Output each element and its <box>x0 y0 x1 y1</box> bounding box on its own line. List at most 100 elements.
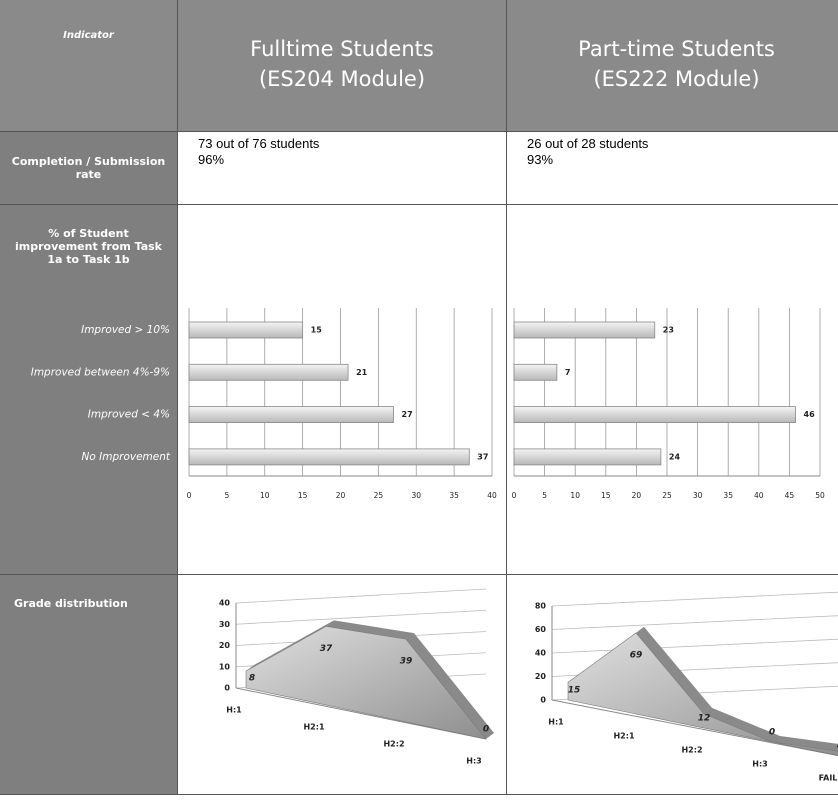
header-line: Part-time Students <box>578 37 775 61</box>
category-label: Improved < 4% <box>88 409 170 421</box>
x-tick-label: FAIL <box>819 774 838 783</box>
value-label: 39 <box>400 657 413 667</box>
y-tick-label: 0 <box>224 684 230 693</box>
area <box>245 626 487 740</box>
chart-cell <box>507 205 838 575</box>
bar <box>513 448 662 466</box>
category-label: Improved between 4%-9% <box>31 366 170 378</box>
chart-cell <box>178 205 507 575</box>
value-label: 37 <box>477 452 488 461</box>
y-tick-label: 80 <box>535 602 547 611</box>
parttime-header: Part-time Students (ES222 Module) <box>507 0 838 132</box>
x-tick-label: 35 <box>449 491 459 500</box>
x-tick-label: H:1 <box>548 718 564 727</box>
count: 73 out of 76 students <box>198 136 320 151</box>
value-label: 15 <box>568 686 581 696</box>
bar <box>188 448 470 466</box>
value-label: 27 <box>402 410 413 419</box>
x-tick-label: 15 <box>601 491 611 500</box>
value-label: 21 <box>356 368 368 377</box>
x-tick-label: 20 <box>336 491 346 500</box>
grid-line <box>551 638 838 654</box>
value-label: 23 <box>663 326 674 335</box>
y-tick-label: 40 <box>219 599 231 608</box>
x-tick-label: 40 <box>754 491 764 500</box>
chart-cell <box>178 575 507 795</box>
value-label: 24 <box>669 452 681 461</box>
x-tick-label: 50 <box>815 491 825 500</box>
x-tick-label: H2:2 <box>383 740 404 749</box>
x-tick-label: H:3 <box>466 757 481 766</box>
x-tick-label: 10 <box>260 491 270 500</box>
x-tick-label: 0 <box>512 491 517 500</box>
category-label: No Improvement <box>82 451 171 463</box>
x-tick-label: 10 <box>570 491 580 500</box>
y-tick-label: 20 <box>219 641 231 650</box>
value-label: 0 <box>483 725 489 735</box>
percent: 96% <box>198 152 225 167</box>
value-label: 69 <box>630 650 643 660</box>
x-tick-label: H2:1 <box>303 723 324 732</box>
x-tick-label: H:1 <box>226 706 242 715</box>
x-tick-label: 20 <box>632 491 642 500</box>
grid-line <box>551 591 838 607</box>
y-tick-label: 40 <box>535 649 547 658</box>
row-label: Grade distribution <box>0 575 178 795</box>
bar <box>188 406 394 424</box>
x-tick-label: H2:1 <box>613 732 634 741</box>
grid-line <box>551 615 838 630</box>
y-tick-label: 10 <box>219 662 231 671</box>
value-label: 46 <box>804 410 816 419</box>
x-tick-label: 0 <box>187 491 192 500</box>
x-tick-label: H:3 <box>752 760 767 769</box>
value-label: 37 <box>320 644 333 654</box>
fulltime-header: Fulltime Students (ES204 Module) <box>178 0 507 132</box>
x-tick-label: 5 <box>542 491 547 500</box>
completion-cell: 26 out of 28 students 93% <box>507 132 838 205</box>
x-tick-label: 30 <box>411 491 421 500</box>
area-top <box>246 620 494 739</box>
x-tick-label: 15 <box>298 491 308 500</box>
value-label: 4 <box>836 742 838 752</box>
bar <box>188 363 349 381</box>
y-tick-label: 20 <box>535 672 547 681</box>
header-line: Fulltime Students <box>250 37 434 61</box>
x-tick-label: 25 <box>662 491 672 500</box>
x-tick-label: 5 <box>224 491 229 500</box>
x-tick-label: 40 <box>487 491 497 500</box>
percent: 93% <box>527 152 554 167</box>
x-tick-label: 25 <box>374 491 384 500</box>
value-label: 8 <box>249 674 255 684</box>
chart-cell <box>507 575 838 795</box>
row-label: % of Student improvement from Task 1a to… <box>0 205 178 575</box>
bar <box>513 363 558 381</box>
category-label: Improved > 10% <box>81 324 170 336</box>
header-line: (ES204 Module) <box>258 67 426 91</box>
bar <box>513 321 656 339</box>
header-line: (ES222 Module) <box>593 67 760 91</box>
bar <box>513 406 796 424</box>
x-tick-label: 45 <box>785 491 795 500</box>
y-tick-label: 60 <box>535 625 547 634</box>
value-label: 7 <box>565 368 571 377</box>
value-label: 12 <box>698 714 711 724</box>
axis <box>551 699 838 757</box>
area <box>567 632 838 756</box>
bar <box>188 321 304 339</box>
row-label: Completion / Submission rate <box>0 132 178 205</box>
value-label: 0 <box>769 728 775 738</box>
x-tick-label: 35 <box>723 491 733 500</box>
completion-cell: 73 out of 76 students 96% <box>178 132 507 205</box>
axis <box>235 687 487 740</box>
x-tick-label: H2:2 <box>681 746 702 755</box>
y-tick-label: 30 <box>219 620 231 629</box>
grid-line <box>235 609 487 625</box>
value-label: 15 <box>311 326 323 335</box>
indicator-header: Indicator <box>0 0 178 132</box>
y-tick-label: 0 <box>540 696 546 705</box>
count: 26 out of 28 students <box>527 136 649 151</box>
grid-line <box>235 588 487 604</box>
x-tick-label: 30 <box>693 491 703 500</box>
